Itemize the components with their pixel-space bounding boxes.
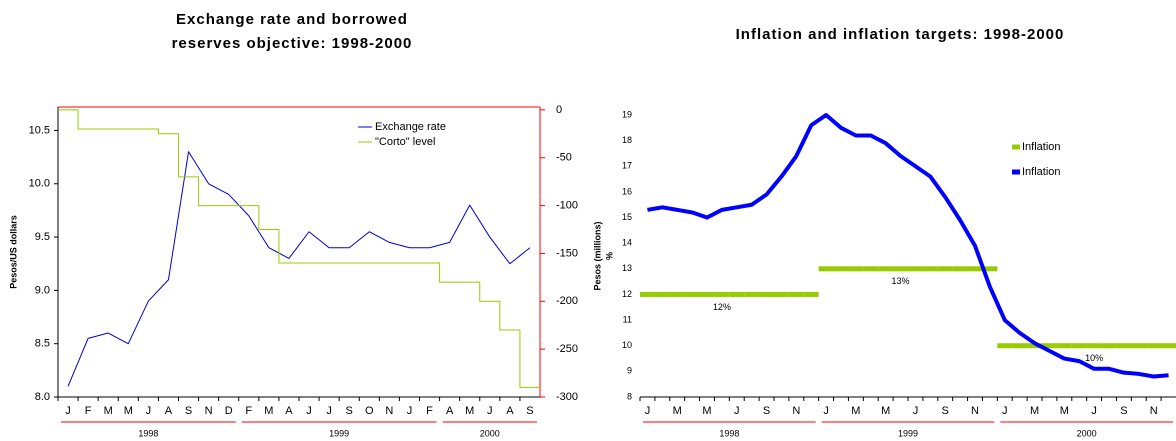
x-tick-label: M [465, 405, 474, 417]
x-tick-label: M [851, 405, 860, 417]
year-label: 1999 [329, 428, 349, 438]
chart-title: Exchange rate and borrowed [176, 11, 408, 28]
legend-label: Exchange rate [375, 121, 446, 133]
x-tick-label: J [146, 405, 152, 417]
legend-label: "Corto" level [375, 136, 435, 148]
y-tick-label: 19 [622, 109, 632, 119]
chart-title: reserves objective: 1998-2000 [172, 35, 413, 52]
x-tick-label: J [65, 405, 71, 417]
year-label: 1998 [138, 428, 158, 438]
y2-tick-label: 0 [556, 104, 562, 116]
x-tick-label: M [1060, 405, 1069, 417]
x-tick-label: J [823, 405, 829, 417]
y-axis-label: Pesos (millions) [592, 221, 602, 290]
x-tick-label: S [185, 405, 192, 417]
x-tick-label: M [881, 405, 890, 417]
y-tick-label: 8 [627, 391, 632, 401]
x-tick-label: N [205, 405, 213, 417]
x-tick-label: S [346, 405, 353, 417]
x-tick-label: F [85, 405, 92, 417]
x-tick-label: M [1030, 405, 1039, 417]
x-tick-label: M [104, 405, 113, 417]
x-tick-label: J [407, 405, 413, 417]
year-label: 1999 [898, 428, 918, 438]
y-tick-label: 14 [622, 238, 632, 248]
series-line [647, 113, 1169, 379]
x-tick-label: M [673, 405, 682, 417]
series-line [67, 151, 531, 387]
y2-tick-label: -150 [556, 247, 578, 259]
x-tick-label: S [526, 405, 533, 417]
x-tick-label: N [385, 405, 393, 417]
y2-tick-label: -200 [556, 295, 578, 307]
chart-title: Inflation and inflation targets: 1998-20… [736, 26, 1065, 43]
y-tick-label: 10 [622, 340, 632, 350]
y-tick-label: 18 [622, 135, 632, 145]
value-label: 10% [1085, 353, 1103, 363]
x-tick-label: A [446, 405, 454, 417]
x-tick-label: J [326, 405, 332, 417]
y-tick-label: 9.0 [35, 284, 50, 296]
x-tick-label: D [225, 405, 233, 417]
y-tick-label: 17 [622, 161, 632, 171]
y-tick-label: 13 [622, 263, 632, 273]
x-tick-label: F [426, 405, 433, 417]
x-tick-label: S [942, 405, 949, 417]
y-tick-label: 12 [622, 289, 632, 299]
y-tick-label: 15 [622, 212, 632, 222]
y-tick-label: 8.5 [35, 338, 50, 350]
x-tick-label: M [124, 405, 133, 417]
x-tick-label: O [365, 405, 374, 417]
series-line [58, 109, 540, 388]
x-tick-label: N [1150, 405, 1158, 417]
x-tick-label: A [506, 405, 514, 417]
value-label: 13% [892, 276, 910, 286]
x-tick-label: J [1091, 405, 1097, 417]
x-tick-label: A [165, 405, 173, 417]
x-tick-label: S [1120, 405, 1127, 417]
y-tick-label: 9 [627, 366, 632, 376]
x-tick-label: J [734, 405, 740, 417]
y-tick-label: 10.0 [29, 178, 50, 190]
y-tick-label: 10.5 [29, 124, 50, 136]
y-tick-label: 9.5 [35, 231, 50, 243]
y-tick-label: 8.0 [35, 391, 50, 403]
year-label: 1998 [719, 428, 739, 438]
x-tick-label: J [1002, 405, 1008, 417]
x-tick-label: N [971, 405, 979, 417]
x-tick-label: M [702, 405, 711, 417]
y2-tick-label: -250 [556, 343, 578, 355]
x-tick-label: J [306, 405, 312, 417]
y2-tick-label: -300 [556, 391, 578, 403]
x-tick-label: A [285, 405, 293, 417]
x-tick-label: F [245, 405, 252, 417]
year-label: 2000 [480, 428, 500, 438]
x-tick-label: J [487, 405, 493, 417]
y-tick-label: 11 [623, 314, 632, 324]
x-tick-label: J [913, 405, 919, 417]
legend-label: Inflation [1022, 166, 1061, 178]
x-tick-label: M [264, 405, 273, 417]
y-axis-label: Pesos/US dollars [8, 215, 18, 289]
y2-tick-label: -50 [556, 152, 572, 164]
y-axis-unit: % [604, 252, 614, 260]
y2-tick-label: -100 [556, 199, 578, 211]
y-tick-label: 16 [622, 186, 632, 196]
x-tick-label: N [792, 405, 800, 417]
year-label: 2000 [1077, 428, 1097, 438]
x-tick-label: S [763, 405, 770, 417]
value-label: 12% [713, 302, 731, 312]
x-tick-label: J [645, 405, 651, 417]
legend-label: Inflation [1022, 141, 1061, 153]
